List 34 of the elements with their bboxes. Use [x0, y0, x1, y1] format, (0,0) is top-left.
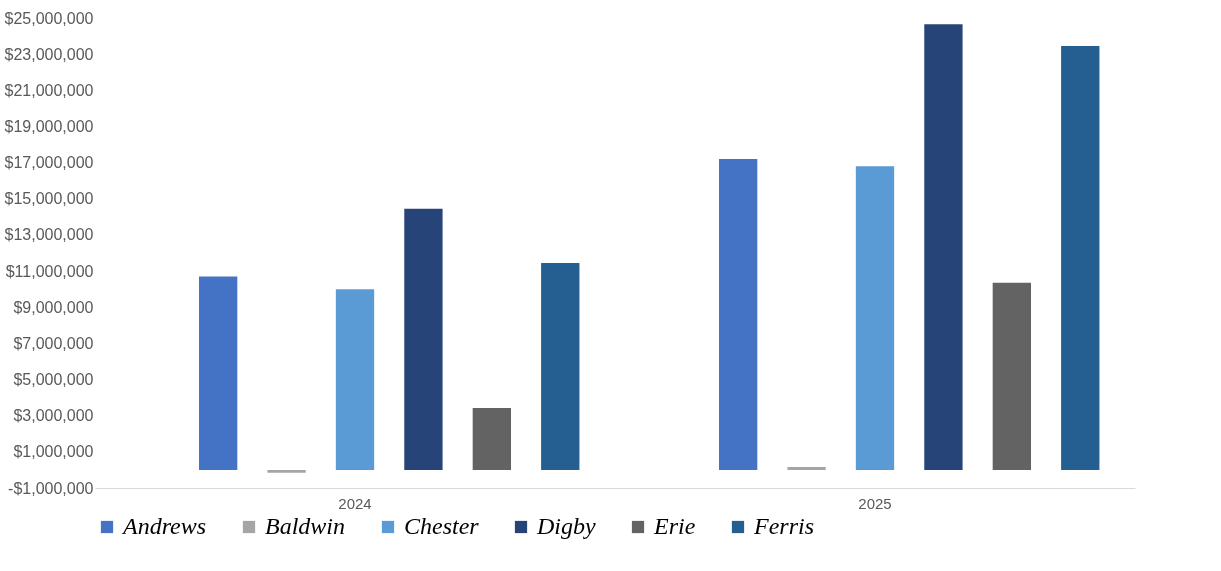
y-tick-label: $13,000,000 [4, 226, 94, 244]
y-tick-label: $5,000,000 [13, 371, 94, 389]
bar [199, 276, 238, 470]
bar [855, 166, 895, 470]
legend-label: Andrews [121, 513, 207, 539]
bar [1061, 46, 1100, 470]
y-tick-label: $11,000,000 [5, 262, 94, 280]
bar [719, 159, 758, 470]
bar [924, 24, 963, 470]
legend-label: Ferris [753, 513, 814, 539]
bar [787, 467, 826, 470]
bar [541, 262, 580, 470]
legend-label: Baldwin [265, 513, 346, 539]
bar [992, 282, 1031, 470]
bar [335, 289, 375, 470]
y-tick-label: $7,000,000 [13, 334, 94, 352]
y-tick-label: $9,000,000 [13, 298, 94, 316]
legend-label: Erie [653, 513, 696, 539]
y-tick-label: $1,000,000 [13, 443, 94, 461]
y-tick-label: $23,000,000 [4, 45, 94, 63]
x-tick-label: 2025 [858, 494, 892, 512]
y-tick-label: $19,000,000 [4, 117, 94, 135]
y-tick-label: $15,000,000 [4, 190, 94, 208]
y-tick-label: $25,000,000 [4, 9, 94, 27]
bar [472, 407, 511, 470]
legend-label: Digby [536, 513, 596, 539]
y-tick-label: -$1,000,000 [8, 479, 94, 497]
y-tick-label: $21,000,000 [4, 81, 94, 99]
bar [267, 469, 306, 473]
y-tick-label: $3,000,000 [13, 407, 94, 425]
legend-label: Chester [404, 513, 480, 539]
bar [404, 208, 443, 470]
x-tick-label: 2024 [338, 494, 372, 512]
y-tick-label: $17,000,000 [4, 154, 94, 172]
